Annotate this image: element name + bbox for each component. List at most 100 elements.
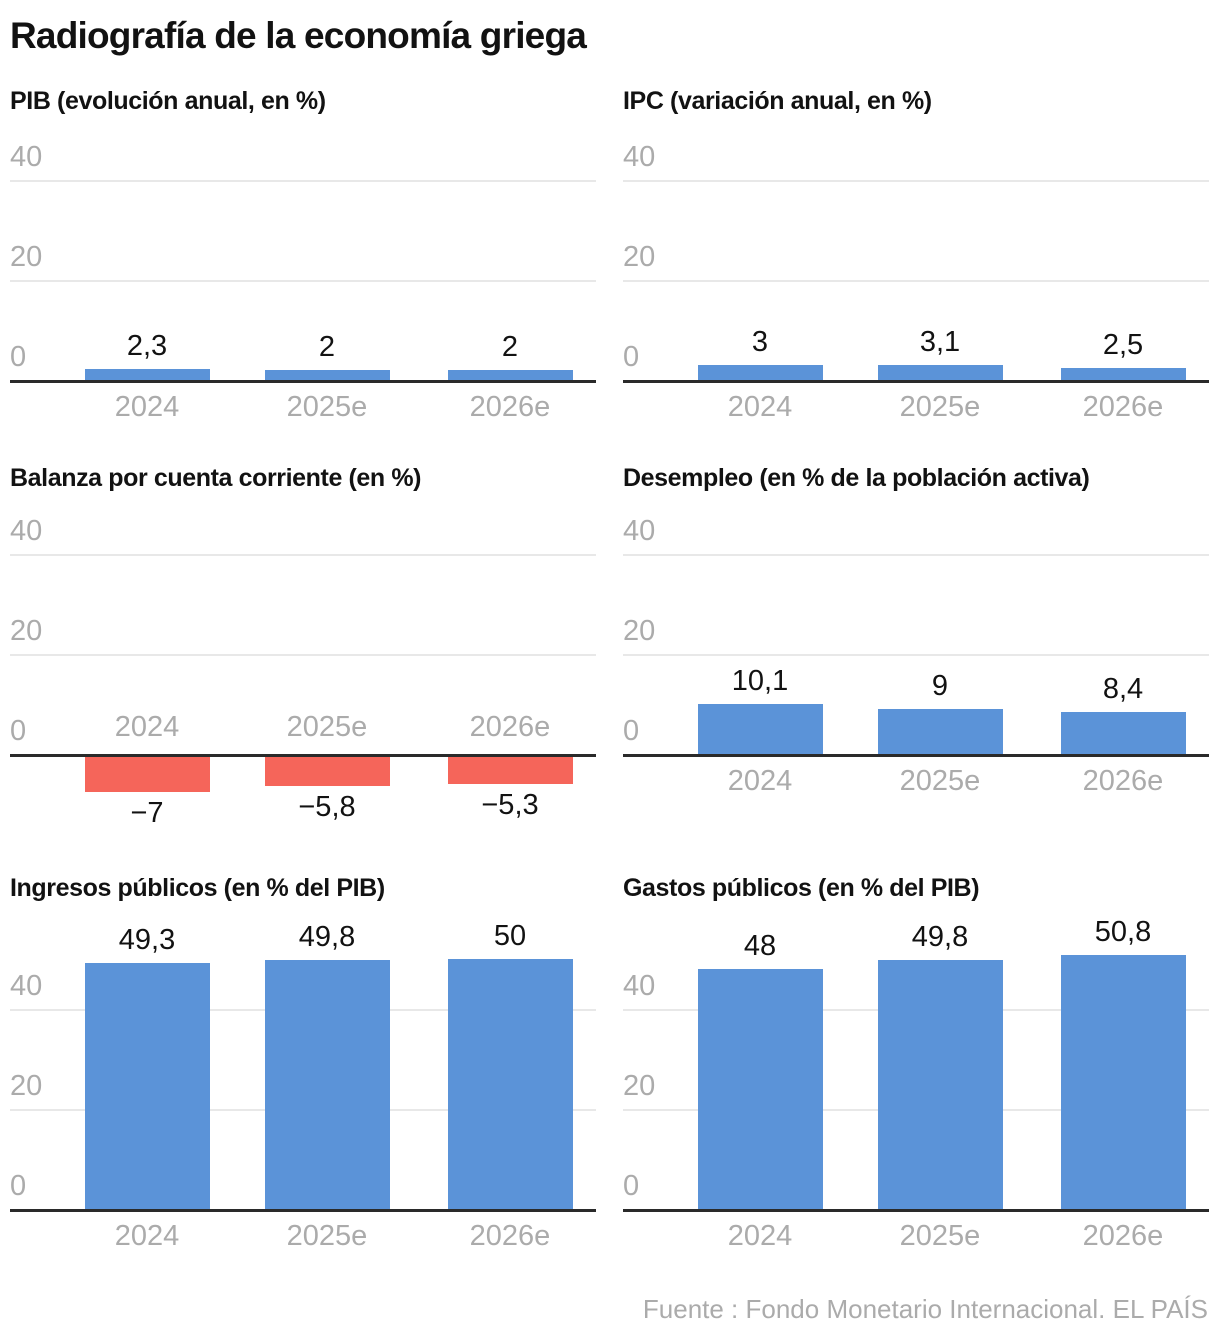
x-axis-line [10,380,596,383]
chart-row-top: PIB (evolución anual, en %) 0 20 40 2,3 2024… [10,85,1209,425]
y-tick-label-20: 20 [10,1070,43,1102]
page-title: Radiografía de la economía griega [10,15,587,56]
chart-plot-ipc: 0 20 40 3 2024 3,1 2025e 2,5 2026e [623,140,1209,425]
bar-2026e [1060,712,1186,754]
bar-2026e [447,370,573,380]
bar-value-label: 8,4 [1102,673,1144,705]
bar-value-label: 3 [751,326,769,358]
y-tick-label-40: 40 [10,515,43,547]
gridline-20 [623,280,1209,282]
y-tick-label-0: 0 [623,341,640,373]
bar-value-label: −5,8 [298,791,356,823]
chart-row-middle: Balanza por cuenta corriente (en %) 0 20 4… [10,462,1209,828]
chart-title-ingresos: Ingresos públicos (en % del PIB) [10,874,385,902]
bar-value-label: 49,8 [298,921,356,953]
bar-2026e [1060,955,1186,1209]
bar-2024 [84,962,210,1209]
bar-2025e [264,960,390,1209]
chart-title-ipc: IPC (variación anual, en %) [623,87,932,115]
y-tick-label-0: 0 [10,1170,27,1202]
y-tick-label-40: 40 [623,970,656,1002]
bar-value-label: 49,8 [911,921,969,953]
gridline-40 [623,554,1209,556]
bar-2024 [697,703,823,754]
chart-plot-gastos: 0 20 40 48 2024 49,8 2025e 50,8 2026e [623,917,1209,1264]
y-tick-label-20: 20 [623,615,656,647]
chart-desempleo: Desempleo (en % de la población activa) … [623,462,1209,822]
chart-plot-pib: 0 20 40 2,3 2024 2 2025e 2 2026e [10,140,596,425]
chart-plot-balanza: 0 20 40 −7 2024 −5,8 2025e −5,3 2026e [10,515,596,828]
bar-value-label: 50 [493,920,527,952]
x-tick-label: 2024 [727,391,793,423]
x-tick-label: 2026e [1082,391,1164,423]
x-axis-line [623,1209,1209,1212]
x-tick-label: 2024 [114,1220,180,1252]
y-tick-label-40: 40 [10,141,43,173]
bar-value-label: 2 [501,331,519,363]
y-tick-label-0: 0 [10,341,27,373]
bar-2024 [697,969,823,1209]
bar-value-label: −7 [130,797,164,829]
x-axis-line [623,380,1209,383]
y-tick-label-20: 20 [623,1070,656,1102]
bar-value-label: −5,3 [481,788,539,821]
x-tick-label: 2025e [286,391,368,423]
x-tick-label: 2026e [469,711,551,743]
x-tick-label: 2024 [114,391,180,423]
x-tick-label: 2026e [1082,1220,1164,1252]
chart-row-bottom: Ingresos públicos (en % del PIB) 0 20 40 49… [10,872,1209,1264]
gridline-40 [10,554,596,556]
x-tick-label: 2025e [899,765,981,797]
chart-balanza: Balanza por cuenta corriente (en %) 0 20 4… [10,462,596,828]
bar-value-label: 9 [931,670,949,702]
chart-plot-ingresos: 0 20 40 49,3 2024 49,8 2025e 50 2026e [10,921,596,1264]
chart-plot-desempleo: 0 20 40 10,1 2024 9 2025e 8,4 2026e [623,515,1209,822]
bar-2025e [264,370,390,380]
bar-value-label: 3,1 [919,325,961,358]
chart-title-gastos: Gastos públicos (en % del PIB) [623,874,980,902]
bar-2024 [84,368,210,380]
bar-value-label: 2 [318,331,336,363]
bar-2025e [877,960,1003,1209]
source-note: Fuente : Fondo Monetario Internacional. … [642,1294,1208,1324]
bar-value-label: 50,8 [1094,916,1152,948]
x-axis-line [10,754,596,757]
x-tick-label: 2024 [114,711,180,743]
chart-title-pib: PIB (evolución anual, en %) [10,87,326,115]
y-tick-label-40: 40 [623,141,656,173]
y-tick-label-40: 40 [623,515,656,547]
chart-ingresos: Ingresos públicos (en % del PIB) 0 20 40 49… [10,872,596,1264]
bar-2026e [1060,367,1186,380]
x-tick-label: 2025e [286,1220,368,1252]
x-tick-label: 2026e [1082,765,1164,797]
chart-ipc: IPC (variación anual, en %) 0 20 40 3 2024 3,… [623,85,1209,425]
bar-value-label: 2,5 [1102,328,1144,361]
bar-value-label: 2,3 [126,329,168,362]
chart-pib: PIB (evolución anual, en %) 0 20 40 2,3 2024… [10,85,596,425]
x-tick-label: 2024 [727,1220,793,1252]
chart-title-desempleo: Desempleo (en % de la población activa) [623,464,1090,492]
bar-value-label: 48 [743,930,777,962]
bar-2025e [877,709,1003,754]
gridline-20 [623,654,1209,656]
y-tick-label-20: 20 [623,241,656,273]
x-axis-line [10,1209,596,1212]
bar-2025e [877,364,1003,380]
y-tick-label-0: 0 [623,715,640,747]
bar-value-label: 49,3 [118,923,176,956]
gridline-20 [10,654,596,656]
chart-title-balanza: Balanza por cuenta corriente (en %) [10,464,422,492]
x-tick-label: 2025e [899,1220,981,1252]
bar-2025e [264,757,390,786]
y-tick-label-40: 40 [10,970,43,1002]
x-tick-label: 2025e [286,711,368,743]
chart-gastos: Gastos públicos (en % del PIB) 0 20 40 48 20… [623,872,1209,1264]
y-tick-label-0: 0 [623,1170,640,1202]
x-axis-line [623,754,1209,757]
x-tick-label: 2024 [727,765,793,797]
x-tick-label: 2026e [469,1220,551,1252]
y-tick-label-20: 20 [10,615,43,647]
bar-2026e [447,757,573,784]
gridline-40 [10,180,596,182]
